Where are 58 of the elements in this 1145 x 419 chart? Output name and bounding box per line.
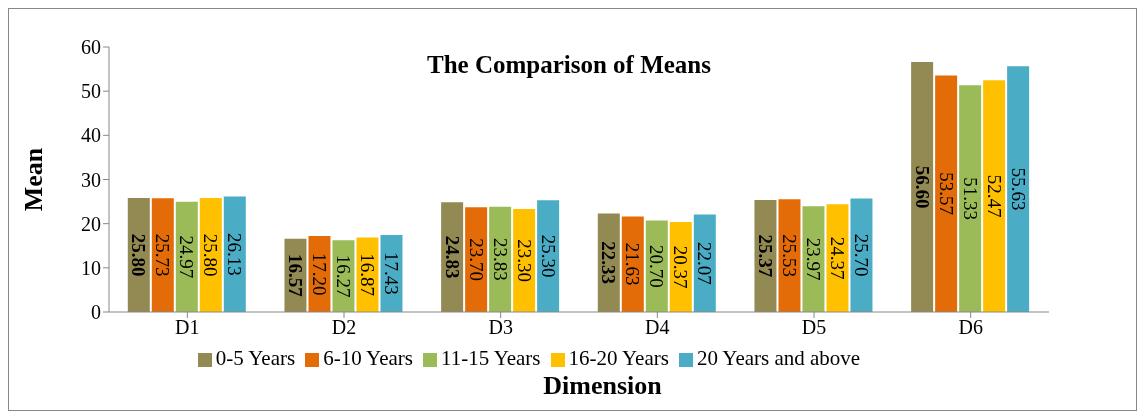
y-tick-label: 40 [81, 124, 101, 147]
data-label: 22.33 [598, 241, 620, 285]
bar [911, 62, 934, 312]
data-label: 16.57 [284, 254, 306, 298]
data-label: 25.73 [152, 233, 174, 277]
y-tick-label: 50 [81, 80, 101, 103]
legend-label: 0-5 Years [215, 346, 296, 370]
x-tick-label: D1 [175, 316, 200, 339]
data-label: 23.30 [513, 239, 535, 282]
x-tick-label: D2 [331, 316, 357, 339]
data-label: 25.37 [754, 234, 776, 278]
bar [850, 198, 873, 312]
bar [935, 75, 958, 312]
y-tick-label: 60 [81, 36, 101, 59]
x-tick-label: D6 [958, 316, 983, 339]
y-tick-label: 20 [81, 212, 101, 235]
chart-title: The Comparison of Means [426, 51, 712, 78]
data-label: 25.70 [850, 233, 872, 277]
data-label: 26.13 [224, 232, 246, 276]
bar [959, 85, 982, 312]
data-label: 24.83 [441, 235, 463, 279]
data-label: 56.60 [911, 165, 933, 209]
x-tick-label: D5 [801, 316, 827, 339]
data-label: 24.97 [176, 235, 198, 279]
bar [1007, 66, 1030, 312]
legend-label: 11-15 Years [440, 346, 541, 370]
data-label: 20.70 [646, 244, 668, 288]
x-tick-label: D4 [645, 316, 670, 339]
data-label: 55.63 [1007, 167, 1029, 211]
x-tick-label: D3 [488, 316, 513, 339]
y-axis-title: Mean [19, 147, 49, 212]
data-label: 16.27 [332, 254, 354, 298]
data-label: 51.33 [959, 177, 981, 221]
data-label: 25.80 [200, 233, 222, 277]
y-tick-label: 10 [81, 256, 101, 279]
data-label: 25.80 [128, 233, 150, 277]
legend-label: 16-20 Years [568, 346, 669, 370]
y-tick-label: 30 [81, 168, 101, 191]
data-label: 52.47 [983, 174, 1005, 218]
legend-label: 6-10 Years [323, 346, 413, 370]
data-label: 25.30 [537, 234, 559, 278]
bar [983, 80, 1006, 312]
y-tick-label: 0 [91, 301, 101, 324]
data-label: 22.07 [694, 241, 716, 285]
legend-label: 20 Years and above [696, 346, 861, 370]
bar [151, 198, 174, 312]
data-label: 17.20 [308, 252, 330, 296]
data-label: 20.37 [670, 245, 692, 289]
data-label: 23.83 [489, 238, 511, 281]
data-label: 16.87 [356, 253, 378, 297]
data-label: 24.37 [826, 236, 848, 280]
data-label: 23.97 [802, 237, 824, 281]
x-axis-title: Dimension [542, 371, 663, 401]
data-label: 25.53 [778, 234, 800, 277]
data-label: 53.57 [935, 172, 957, 216]
data-label: 21.63 [622, 242, 644, 286]
data-label: 17.43 [380, 252, 402, 295]
data-label: 23.70 [465, 238, 487, 282]
